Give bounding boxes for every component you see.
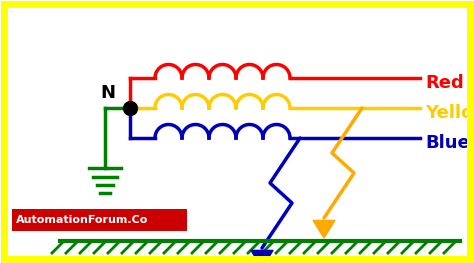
Text: AutomationForum.Co: AutomationForum.Co [16,215,148,225]
Text: N: N [100,84,115,102]
FancyBboxPatch shape [12,209,187,231]
Text: Yellow: Yellow [425,104,474,122]
Text: Blue: Blue [425,134,470,152]
Polygon shape [251,250,273,263]
Text: Red: Red [425,74,464,92]
Polygon shape [313,220,335,238]
